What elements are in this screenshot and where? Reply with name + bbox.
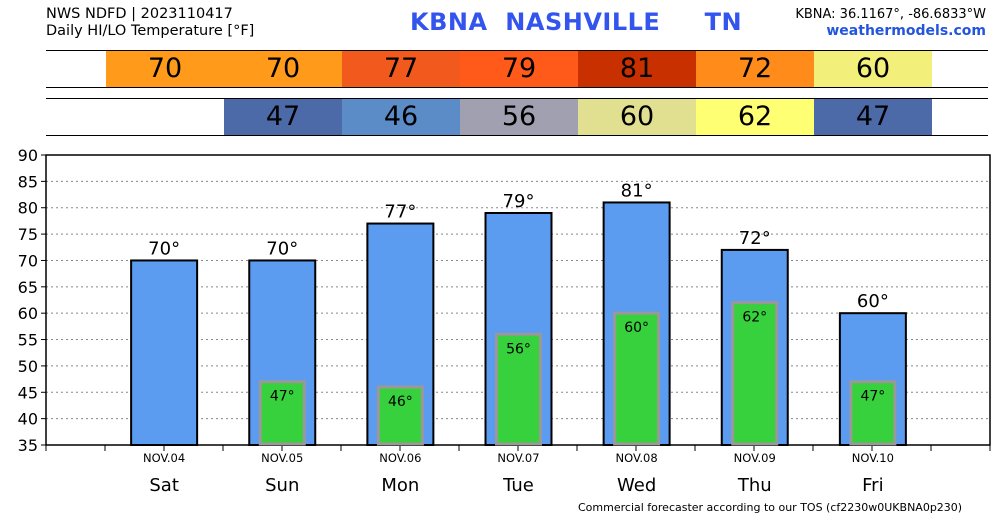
low-temp-bar <box>613 311 661 446</box>
high-strip-cell: 72 <box>696 51 814 87</box>
y-tick-label: 85 <box>18 172 38 191</box>
low-temp-label: 56° <box>506 341 531 357</box>
station-code: KBNA <box>410 8 488 36</box>
low-temp-strip: 47 46 56 60 62 47 <box>0 98 1000 136</box>
low-temp-label: 47° <box>270 389 295 405</box>
date-label: NOV.06 <box>379 451 421 465</box>
y-tick-label: 45 <box>18 383 38 402</box>
y-tick-label: 65 <box>18 278 38 297</box>
low-strip-cell: 46 <box>342 99 460 135</box>
y-tick-label: 50 <box>18 357 38 376</box>
low-temp-bar <box>258 380 306 446</box>
date-label: NOV.07 <box>497 451 539 465</box>
high-temp-label: 70° <box>266 238 298 259</box>
high-strip-cell: 70 <box>224 51 342 87</box>
low-temp-label: 46° <box>388 394 413 410</box>
date-label: NOV.05 <box>261 451 303 465</box>
high-temp-label: 77° <box>384 202 416 223</box>
high-strip-cell: 81 <box>578 51 696 87</box>
low-strip-cell <box>106 99 224 135</box>
low-strip-cell: 56 <box>460 99 578 135</box>
date-label: NOV.04 <box>143 451 185 465</box>
day-label: Thu <box>737 475 772 496</box>
y-tick-label: 80 <box>18 199 38 218</box>
high-temp-bar <box>130 259 199 447</box>
y-tick-label: 40 <box>18 410 38 429</box>
low-temp-bar <box>495 332 542 446</box>
date-label: NOV.09 <box>734 451 776 465</box>
low-temp-bar <box>731 301 779 446</box>
low-temp-label: 62° <box>742 310 767 326</box>
high-temp-label: 70° <box>148 238 180 259</box>
y-tick-label: 55 <box>18 331 38 350</box>
high-strip-cell: 70 <box>106 51 224 87</box>
footer-note: Commercial forecaster according to our T… <box>578 501 963 514</box>
station-state: TN <box>704 8 743 36</box>
high-temp-label: 72° <box>739 228 771 249</box>
date-label: NOV.10 <box>852 451 894 465</box>
low-strip-cell <box>0 99 106 135</box>
day-label: Tue <box>502 475 534 496</box>
high-temp-label: 60° <box>857 291 889 312</box>
chart-subtitle: Daily HI/LO Temperature [°F] <box>46 23 255 39</box>
low-temp-label: 47° <box>860 389 885 405</box>
y-tick-label: 70 <box>18 251 38 270</box>
low-temp-bar <box>849 380 897 446</box>
high-strip-cell: 77 <box>342 51 460 87</box>
day-label: Sun <box>265 475 299 496</box>
day-label: Wed <box>617 475 656 496</box>
header-right: KBNA: 36.1167°, -86.6833°W weathermodels… <box>795 6 986 40</box>
day-label: Sat <box>149 475 179 496</box>
y-tick-label: 35 <box>18 436 38 455</box>
y-tick-label: 75 <box>18 225 38 244</box>
high-strip-cell: 79 <box>460 51 578 87</box>
day-label: Fri <box>862 475 883 496</box>
high-temp-strip: 70 70 77 79 81 72 60 <box>0 50 1000 88</box>
station-coords: KBNA: 36.1167°, -86.6833°W <box>795 7 986 22</box>
station-name: NASHVILLE <box>505 8 661 36</box>
y-tick-label: 60 <box>18 304 38 323</box>
day-label: Mon <box>381 475 419 496</box>
low-temp-bar <box>376 385 424 446</box>
high-temp-label: 81° <box>621 180 653 201</box>
high-strip-cell <box>932 51 1000 87</box>
high-temp-label: 79° <box>503 191 535 212</box>
model-run-label: NWS NDFD | 2023110417 <box>46 6 233 22</box>
low-strip-cell: 47 <box>224 99 342 135</box>
date-label: NOV.08 <box>616 451 658 465</box>
high-strip-cell: 60 <box>814 51 932 87</box>
low-strip-cell: 62 <box>696 99 814 135</box>
low-strip-cell: 60 <box>578 99 696 135</box>
header-info: NWS NDFD | 2023110417 Daily HI/LO Temper… <box>46 6 254 40</box>
y-tick-label: 90 <box>18 146 38 165</box>
low-strip-cell: 47 <box>814 99 932 135</box>
high-strip-cell <box>0 51 106 87</box>
low-temp-label: 60° <box>624 320 649 336</box>
low-strip-cell <box>932 99 1000 135</box>
site-link[interactable]: weathermodels.com <box>826 23 986 39</box>
station-title: KBNA NASHVILLE TN <box>410 8 742 36</box>
